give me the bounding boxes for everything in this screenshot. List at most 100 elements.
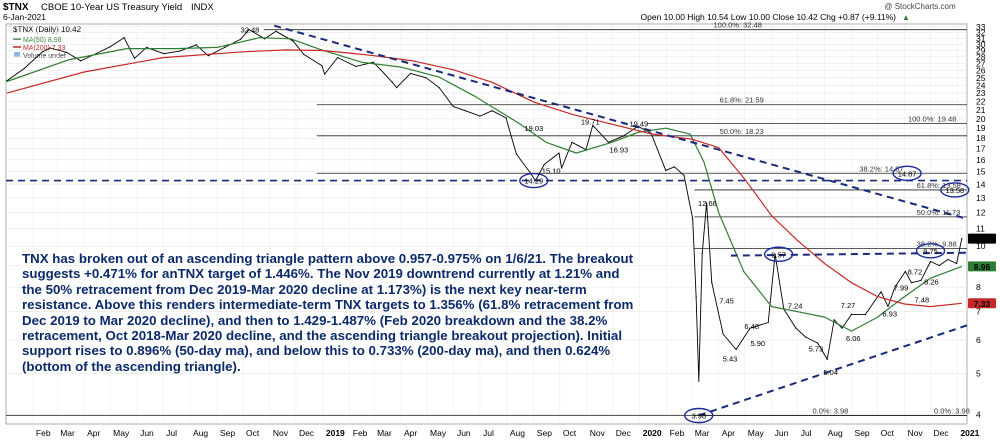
price-annotation: 7.48 — [915, 296, 930, 305]
price-point — [133, 57, 136, 59]
price-point — [23, 67, 25, 70]
price-annotation: 6.06 — [846, 334, 861, 343]
price-point — [96, 52, 98, 54]
price-point — [749, 327, 751, 329]
y-tick-label: 30 — [976, 39, 986, 49]
fib-level-label: 61.8%: 21.59 — [720, 96, 764, 105]
y-tick-label: 13 — [976, 193, 986, 203]
price-point — [887, 305, 889, 308]
y-tick-label: 10 — [976, 241, 986, 251]
exchange-label: INDX — [191, 2, 214, 13]
x-tick-label: Jul — [483, 428, 494, 438]
circled-level-marker — [763, 246, 794, 262]
price-tag-label: 8.96 — [974, 262, 991, 272]
x-tick-label: Feb — [353, 428, 368, 438]
axis-layer: 4567891011121314151617181920212223242526… — [36, 22, 996, 438]
price-point — [163, 53, 165, 55]
change-up-arrow: ▲ — [902, 13, 910, 22]
x-tick-label: Mar — [695, 428, 710, 438]
price-annotation: 19.03 — [524, 124, 543, 133]
ma200-line — [6, 49, 962, 308]
symbol-label: $TNX — [3, 2, 29, 13]
x-tick-label: 2020 — [643, 428, 662, 438]
legend-volume-swatch — [14, 52, 20, 57]
price-point — [929, 260, 932, 263]
price-point — [683, 174, 685, 176]
price-point — [910, 282, 913, 284]
legend-volume: Volume undef — [23, 53, 66, 60]
price-point — [711, 282, 713, 284]
trendline — [730, 251, 968, 257]
price-point — [774, 253, 776, 255]
price-point — [264, 38, 266, 40]
price-point — [275, 30, 277, 32]
price-point — [248, 28, 250, 31]
y-tick-label: 17 — [976, 144, 986, 154]
price-point — [955, 262, 958, 265]
fib-level-label: 100.0%: 32.48 — [714, 21, 762, 30]
price-point — [303, 53, 305, 55]
price-point — [571, 141, 573, 143]
y-tick-label: 5 — [976, 369, 981, 379]
price-point — [920, 279, 922, 282]
x-tick-label: Jun — [140, 428, 154, 438]
x-tick-label: Apr — [722, 428, 735, 438]
y-tick-label: 29 — [976, 46, 986, 56]
circled-level-marker — [684, 407, 714, 424]
price-point — [372, 61, 374, 63]
price-tag-label: 7.33 — [974, 299, 991, 309]
plot-frame — [5, 23, 968, 425]
price-point — [146, 46, 148, 48]
price-point — [66, 51, 68, 54]
x-tick-label: Sep — [537, 428, 552, 438]
y-tick-label: 25 — [976, 73, 986, 83]
y-tick-label: 32 — [976, 27, 986, 37]
trend-layer — [6, 24, 968, 417]
price-point — [938, 264, 940, 267]
x-tick-label: May — [113, 428, 130, 438]
x-tick-label: Nov — [907, 428, 923, 438]
x-tick-label: Aug — [828, 428, 843, 438]
instrument-name: CBOE 10-Year US Treasury Yield — [41, 2, 182, 13]
price-point — [491, 110, 493, 112]
price-point — [894, 286, 896, 288]
y-tick-label: 4 — [976, 410, 981, 420]
grid-layer — [6, 24, 967, 424]
price-point — [337, 57, 339, 59]
price-point — [692, 218, 694, 220]
x-tick-label: Nov — [273, 428, 289, 438]
price-point — [479, 115, 481, 117]
price-annotation: 7.45 — [719, 296, 734, 305]
price-point — [80, 60, 82, 62]
x-tick-label: Jun — [457, 428, 471, 438]
x-tick-label: Nov — [590, 428, 606, 438]
price-point — [515, 153, 518, 155]
x-tick-label: Dec — [299, 428, 315, 438]
price-point — [464, 110, 466, 112]
price-point — [123, 37, 125, 39]
price-annotation: 9.57 — [771, 250, 786, 259]
price-point — [391, 81, 393, 83]
price-point — [864, 313, 867, 315]
x-tick-label: Jul — [166, 428, 177, 438]
price-point — [425, 77, 427, 79]
price-point — [355, 65, 357, 67]
price-tag-label: 10.42 — [971, 234, 993, 244]
price-annotation: 32.48 — [241, 26, 260, 35]
price-point — [505, 117, 507, 119]
fib-level-label: 0.0%: 3.98 — [812, 406, 848, 415]
price-point — [695, 296, 697, 298]
price-annotation: 6.48 — [744, 322, 759, 331]
x-tick-label: Feb — [670, 428, 685, 438]
price-annotation: 5.43 — [723, 354, 738, 363]
y-tick-label: 27 — [976, 59, 986, 69]
price-point — [239, 38, 241, 41]
x-tick-label: Oct — [881, 428, 895, 438]
price-point — [673, 166, 676, 168]
y-tick-label: 18 — [976, 133, 986, 143]
y-tick-label: 20 — [976, 114, 986, 124]
x-tick-label: May — [748, 428, 765, 438]
price-point — [705, 202, 708, 204]
y-tick-label: 23 — [976, 88, 986, 98]
